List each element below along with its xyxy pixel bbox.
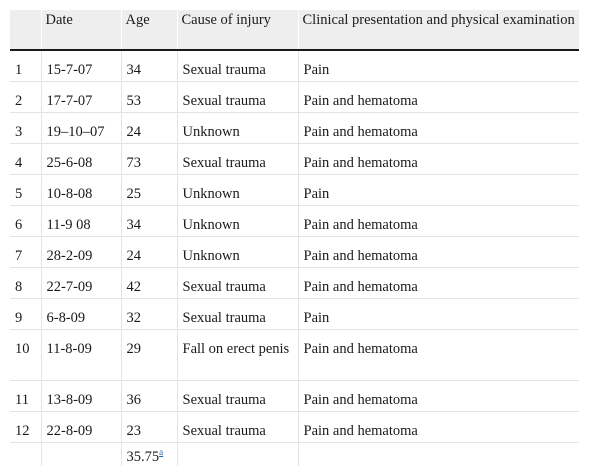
cell-date: 25-6-08 [41, 143, 122, 175]
cell-clinical: Pain and hematoma [298, 112, 579, 144]
summary-empty-cell [298, 442, 579, 466]
cell-clinical: Pain [298, 50, 579, 82]
cell-age: 32 [121, 298, 178, 330]
cell-index: 11 [10, 380, 42, 412]
header-index [10, 10, 42, 51]
cell-index: 8 [10, 267, 42, 299]
cell-index: 4 [10, 143, 42, 175]
cell-cause: Unknown [177, 112, 299, 144]
cell-age: 34 [121, 50, 178, 82]
summary-row: 35.75a [10, 442, 579, 466]
cell-cause: Fall on erect penis [177, 329, 299, 381]
cell-cause: Sexual trauma [177, 298, 299, 330]
header-cause: Cause of injury [177, 10, 299, 51]
header-date: Date [41, 10, 122, 51]
age-mean-value: 35.75 [126, 448, 160, 465]
cell-index: 2 [10, 81, 42, 113]
table-row: 6 11-9 08 34 Unknown Pain and hematoma [10, 205, 579, 237]
footnote-link[interactable]: a [159, 446, 164, 457]
cell-index: 1 [10, 50, 42, 82]
case-table: Date Age Cause of injury Clinical presen… [10, 10, 579, 466]
header-row: Date Age Cause of injury Clinical presen… [10, 10, 579, 51]
cell-date: 19–10–07 [41, 112, 122, 144]
cell-index: 12 [10, 411, 42, 443]
cell-date: 11-9 08 [41, 205, 122, 237]
cell-index: 7 [10, 236, 42, 268]
cell-age: 29 [121, 329, 178, 381]
table-row: 8 22-7-09 42 Sexual trauma Pain and hema… [10, 267, 579, 299]
cell-age: 23 [121, 411, 178, 443]
cell-clinical: Pain [298, 298, 579, 330]
cell-clinical: Pain and hematoma [298, 143, 579, 175]
summary-empty-cell [41, 442, 122, 466]
cell-date: 10-8-08 [41, 174, 122, 206]
cell-clinical: Pain and hematoma [298, 380, 579, 412]
cell-cause: Unknown [177, 205, 299, 237]
cell-clinical: Pain and hematoma [298, 81, 579, 113]
table-row: 7 28-2-09 24 Unknown Pain and hematoma [10, 236, 579, 268]
cell-clinical: Pain [298, 174, 579, 206]
summary-empty-cell [10, 442, 42, 466]
cell-cause: Sexual trauma [177, 81, 299, 113]
table-row: 10 11-8-09 29 Fall on erect penis Pain a… [10, 329, 579, 381]
cell-age: 24 [121, 236, 178, 268]
cell-age: 25 [121, 174, 178, 206]
cell-clinical: Pain and hematoma [298, 329, 579, 381]
cell-cause: Sexual trauma [177, 143, 299, 175]
cell-cause: Unknown [177, 174, 299, 206]
cell-index: 3 [10, 112, 42, 144]
cell-date: 15-7-07 [41, 50, 122, 82]
table-row: 5 10-8-08 25 Unknown Pain [10, 174, 579, 206]
header-clinical: Clinical presentation and physical exami… [298, 10, 579, 51]
cell-age: 36 [121, 380, 178, 412]
cell-age: 42 [121, 267, 178, 299]
cell-date: 6-8-09 [41, 298, 122, 330]
case-table-container: Date Age Cause of injury Clinical presen… [10, 10, 579, 466]
cell-cause: Sexual trauma [177, 411, 299, 443]
cell-age: 24 [121, 112, 178, 144]
header-age: Age [121, 10, 178, 51]
cell-date: 13-8-09 [41, 380, 122, 412]
table-row: 4 25-6-08 73 Sexual trauma Pain and hema… [10, 143, 579, 175]
table-row: 12 22-8-09 23 Sexual trauma Pain and hem… [10, 411, 579, 443]
cell-cause: Sexual trauma [177, 267, 299, 299]
table-row: 3 19–10–07 24 Unknown Pain and hematoma [10, 112, 579, 144]
cell-index: 9 [10, 298, 42, 330]
table-row: 11 13-8-09 36 Sexual trauma Pain and hem… [10, 380, 579, 412]
age-mean-cell: 35.75a [121, 442, 178, 466]
cell-date: 17-7-07 [41, 81, 122, 113]
cell-clinical: Pain and hematoma [298, 267, 579, 299]
cell-age: 34 [121, 205, 178, 237]
cell-cause: Sexual trauma [177, 380, 299, 412]
cell-age: 73 [121, 143, 178, 175]
cell-cause: Sexual trauma [177, 50, 299, 82]
cell-index: 6 [10, 205, 42, 237]
cell-date: 11-8-09 [41, 329, 122, 381]
cell-index: 10 [10, 329, 42, 381]
cell-index: 5 [10, 174, 42, 206]
table-row: 9 6-8-09 32 Sexual trauma Pain [10, 298, 579, 330]
cell-clinical: Pain and hematoma [298, 411, 579, 443]
table-row: 2 17-7-07 53 Sexual trauma Pain and hema… [10, 81, 579, 113]
cell-date: 22-7-09 [41, 267, 122, 299]
table-row: 1 15-7-07 34 Sexual trauma Pain [10, 50, 579, 82]
cell-date: 22-8-09 [41, 411, 122, 443]
cell-date: 28-2-09 [41, 236, 122, 268]
cell-age: 53 [121, 81, 178, 113]
table-header: Date Age Cause of injury Clinical presen… [10, 10, 579, 51]
cell-cause: Unknown [177, 236, 299, 268]
cell-clinical: Pain and hematoma [298, 236, 579, 268]
cell-clinical: Pain and hematoma [298, 205, 579, 237]
table-body: 1 15-7-07 34 Sexual trauma Pain 2 17-7-0… [10, 50, 579, 466]
summary-empty-cell [177, 442, 299, 466]
